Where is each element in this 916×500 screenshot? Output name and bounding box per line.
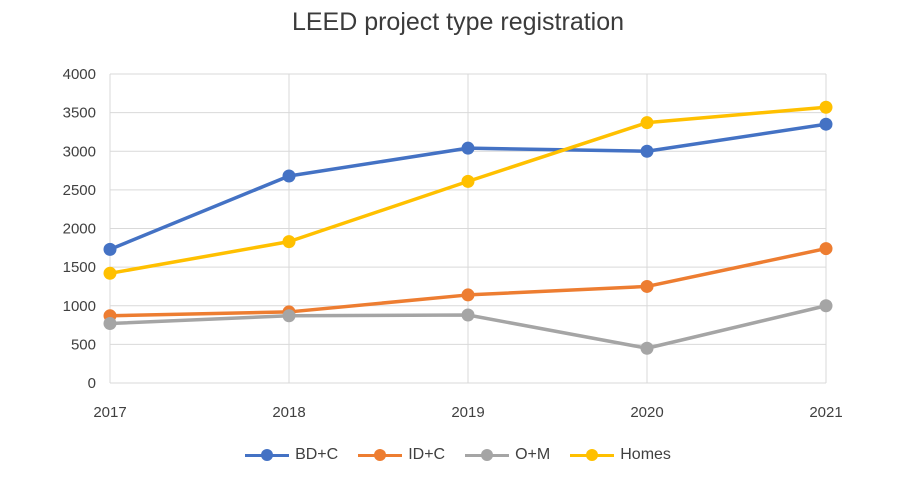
x-tick-label: 2021 <box>809 404 842 421</box>
legend-marker-icon <box>358 448 403 462</box>
data-point-ID+C <box>819 242 833 256</box>
legend-marker-icon <box>465 448 510 462</box>
data-point-O+M <box>103 317 117 331</box>
legend-label: O+M <box>515 446 551 463</box>
gridlines <box>109 73 827 384</box>
legend-marker-icon <box>245 448 290 462</box>
x-tick-label: 2018 <box>272 404 305 421</box>
x-tick-label: 2017 <box>93 404 126 421</box>
legend-label: Homes <box>620 446 671 463</box>
y-tick-label: 2000 <box>63 221 96 238</box>
data-point-Homes <box>103 266 117 280</box>
y-tick-label: 3000 <box>63 143 96 160</box>
y-tick-label: 1000 <box>63 298 96 315</box>
data-point-O+M <box>282 309 296 323</box>
y-tick-label: 3500 <box>63 105 96 122</box>
legend-item: ID+C <box>358 446 445 464</box>
x-tick-label: 2020 <box>630 404 663 421</box>
y-tick-label: 2500 <box>63 182 96 199</box>
data-point-Homes <box>461 174 475 188</box>
legend: BD+C ID+C O+M Homes <box>0 446 916 464</box>
legend-label: ID+C <box>408 446 446 463</box>
y-tick-label: 1500 <box>63 259 96 276</box>
data-point-Homes <box>640 116 654 130</box>
data-point-ID+C <box>461 288 475 302</box>
x-tick-label: 2019 <box>451 404 484 421</box>
data-point-O+M <box>640 341 654 355</box>
data-point-ID+C <box>640 279 654 293</box>
data-point-BD+C <box>819 117 833 131</box>
legend-item: O+M <box>465 446 550 464</box>
legend-item: BD+C <box>245 446 338 464</box>
legend-marker-icon <box>570 448 615 462</box>
y-tick-label: 500 <box>71 336 96 353</box>
data-point-BD+C <box>103 242 117 256</box>
data-point-Homes <box>282 235 296 249</box>
y-tick-label: 4000 <box>63 66 96 83</box>
chart-title: LEED project type registration <box>291 8 625 36</box>
data-point-O+M <box>819 299 833 313</box>
series-lines <box>103 100 833 355</box>
data-point-BD+C <box>282 169 296 183</box>
data-point-BD+C <box>640 144 654 158</box>
legend-item: Homes <box>570 446 671 464</box>
data-point-Homes <box>819 100 833 114</box>
x-axis-ticks: 2017 2018 2019 2020 2021 <box>93 404 842 421</box>
y-axis-ticks: 0 500 1000 1500 2000 2500 3000 3500 4000 <box>63 66 96 392</box>
data-point-BD+C <box>461 141 475 155</box>
data-point-O+M <box>461 308 475 322</box>
y-tick-label: 0 <box>88 375 96 392</box>
legend-label: BD+C <box>295 446 339 463</box>
